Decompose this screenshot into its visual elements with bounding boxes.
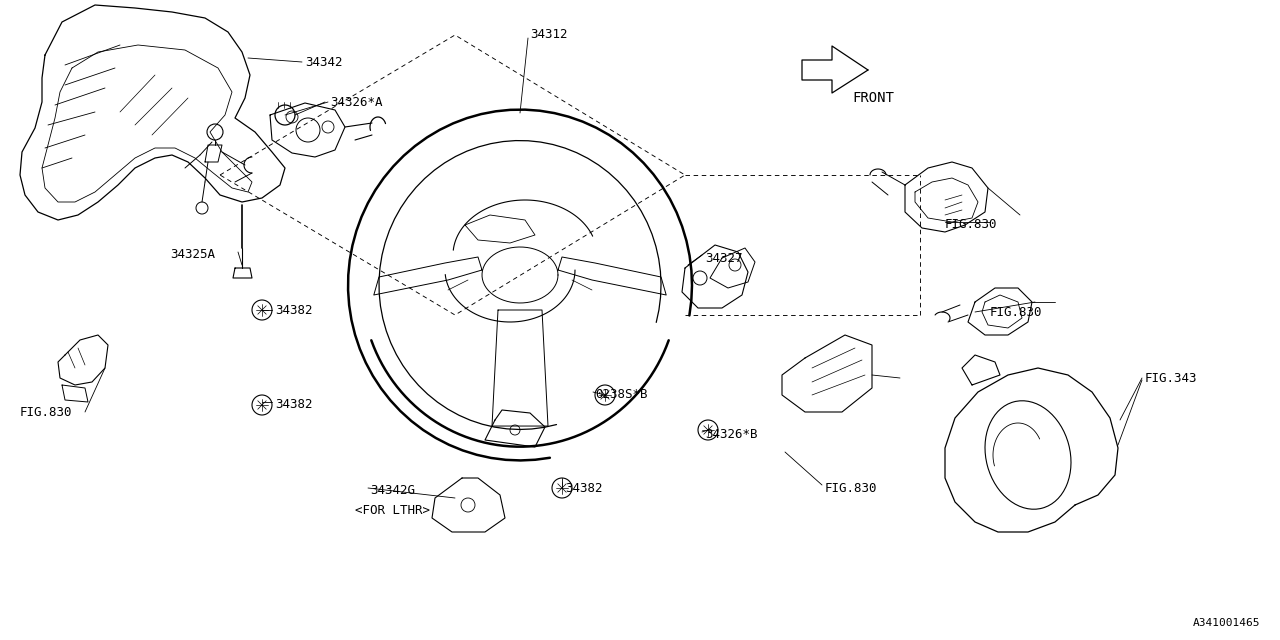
Text: 34327: 34327: [705, 252, 742, 264]
Text: 34326*B: 34326*B: [705, 429, 758, 442]
Text: FIG.830: FIG.830: [20, 406, 73, 419]
Text: 34382: 34382: [275, 303, 312, 317]
Text: <FOR LTHR>: <FOR LTHR>: [355, 504, 430, 516]
Text: 34342: 34342: [305, 56, 343, 68]
Text: FIG.830: FIG.830: [989, 305, 1042, 319]
Text: 34312: 34312: [530, 29, 567, 42]
Text: FRONT: FRONT: [852, 91, 893, 105]
Text: 34325A: 34325A: [170, 248, 215, 262]
Text: 34342G: 34342G: [370, 483, 415, 497]
Text: 0238S*B: 0238S*B: [595, 388, 648, 401]
Text: 34382: 34382: [564, 481, 603, 495]
Text: 34326*A: 34326*A: [330, 95, 383, 109]
Text: 34382: 34382: [275, 399, 312, 412]
Text: FIG.830: FIG.830: [826, 481, 878, 495]
Text: A341001465: A341001465: [1193, 618, 1260, 628]
Text: FIG.343: FIG.343: [1146, 371, 1198, 385]
Text: FIG.830: FIG.830: [945, 218, 997, 232]
